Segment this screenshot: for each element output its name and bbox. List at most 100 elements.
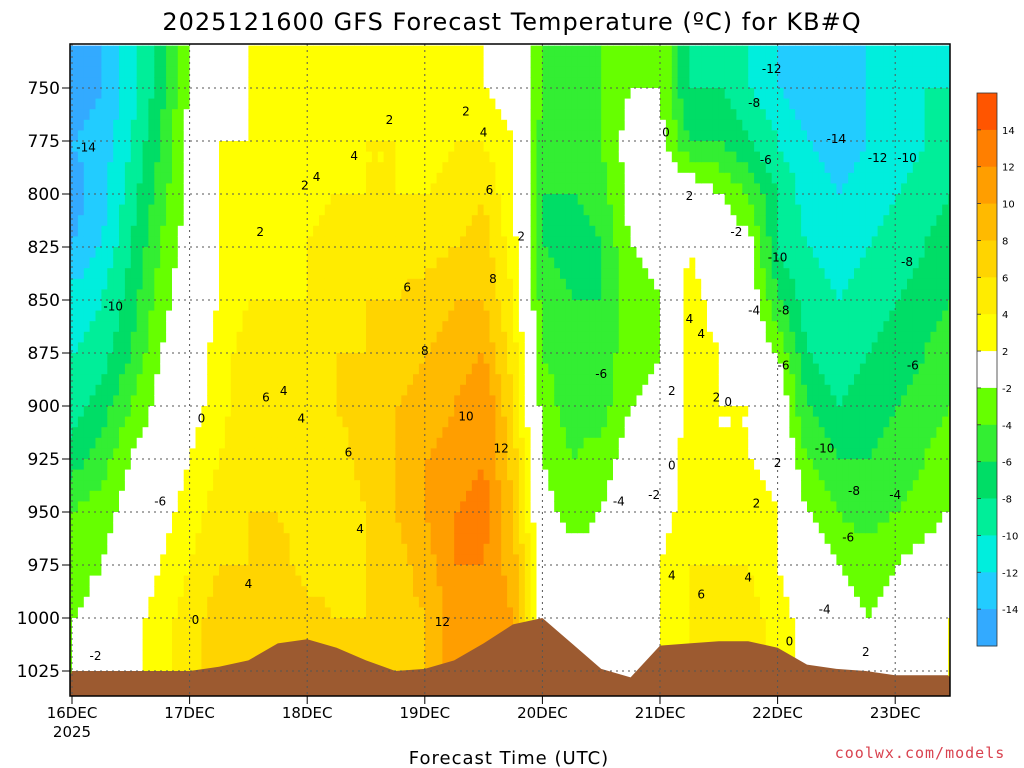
field-cell: [70, 300, 73, 312]
field-cell: [477, 151, 485, 163]
field-cell: [377, 278, 385, 290]
field-cell: [172, 215, 179, 227]
field-cell: [148, 649, 155, 661]
field-cell: [466, 384, 473, 396]
field-cell: [301, 225, 308, 237]
field-cell: [101, 321, 108, 333]
field-cell: [124, 331, 132, 343]
field-cell: [319, 533, 326, 545]
field-cell: [507, 268, 514, 280]
field-cell: [166, 395, 173, 407]
field-cell: [83, 469, 91, 481]
field-cell: [166, 225, 173, 237]
field-cell: [195, 247, 202, 259]
field-cell: [136, 522, 144, 534]
field-cell: [313, 480, 320, 492]
field-cell: [107, 660, 114, 672]
field-cell: [195, 194, 202, 206]
field-cell: [401, 172, 408, 184]
field-cell: [277, 459, 285, 471]
field-cell: [136, 374, 144, 386]
field-cell: [213, 533, 220, 545]
field-cell: [413, 437, 420, 449]
field-cell: [70, 331, 73, 343]
field-cell: [377, 215, 385, 227]
field-cell: [307, 501, 314, 513]
field-cell: [230, 204, 238, 216]
field-cell: [219, 554, 226, 566]
field-cell: [95, 162, 102, 174]
field-cell: [389, 406, 396, 418]
field-cell: [366, 533, 373, 545]
field-cell: [83, 586, 91, 598]
field-cell: [319, 437, 326, 449]
field-cell: [213, 384, 220, 396]
field-cell: [489, 448, 496, 460]
field-cell: [230, 649, 238, 661]
field-cell: [454, 596, 461, 608]
field-cell: [518, 300, 526, 312]
field-cell: [460, 607, 467, 619]
field-cell: [95, 215, 102, 227]
field-cell: [354, 268, 361, 280]
field-cell: [501, 172, 508, 184]
field-cell: [283, 331, 291, 343]
field-cell: [471, 342, 479, 354]
field-cell: [207, 575, 214, 587]
field-cell: [148, 469, 155, 481]
field-cell: [72, 310, 79, 322]
field-cell: [277, 406, 285, 418]
field-cell: [530, 141, 538, 153]
field-cell: [324, 448, 332, 460]
field-cell: [142, 554, 150, 566]
field-cell: [95, 56, 102, 68]
field-cell: [183, 300, 191, 312]
field-cell: [224, 119, 232, 131]
field-cell: [383, 628, 391, 640]
field-cell: [513, 45, 520, 57]
field-cell: [477, 247, 485, 259]
field-cell: [195, 225, 202, 237]
field-cell: [148, 236, 155, 248]
field-cell: [177, 448, 185, 460]
field-cell: [242, 289, 249, 301]
field-cell: [477, 310, 485, 322]
field-cell: [124, 618, 132, 630]
field-cell: [219, 130, 226, 142]
field-cell: [177, 300, 185, 312]
field-cell: [230, 427, 238, 439]
field-cell: [319, 628, 326, 640]
field-cell: [483, 522, 491, 534]
field-cell: [460, 543, 467, 555]
field-cell: [207, 501, 214, 513]
field-cell: [77, 543, 85, 555]
field-cell: [224, 649, 232, 661]
field-cell: [201, 575, 208, 587]
field-cell: [289, 278, 297, 290]
field-cell: [277, 416, 285, 428]
field-cell: [113, 618, 120, 630]
field-cell: [342, 247, 349, 259]
field-cell: [454, 342, 461, 354]
field-cell: [330, 289, 338, 301]
field-cell: [83, 607, 91, 619]
field-cell: [283, 56, 291, 68]
field-cell: [301, 183, 308, 195]
field-cell: [460, 533, 467, 545]
field-cell: [254, 268, 261, 280]
field-cell: [70, 512, 73, 524]
field-cell: [324, 215, 332, 227]
field-cell: [377, 501, 385, 513]
field-cell: [413, 257, 420, 269]
field-cell: [348, 533, 355, 545]
field-cell: [483, 172, 491, 184]
field-cell: [160, 353, 167, 365]
field-cell: [136, 565, 144, 577]
field-cell: [413, 660, 420, 672]
field-cell: [336, 554, 344, 566]
field-cell: [430, 321, 438, 333]
field-cell: [166, 607, 173, 619]
field-cell: [518, 554, 526, 566]
field-cell: [113, 194, 120, 206]
field-cell: [360, 45, 367, 57]
